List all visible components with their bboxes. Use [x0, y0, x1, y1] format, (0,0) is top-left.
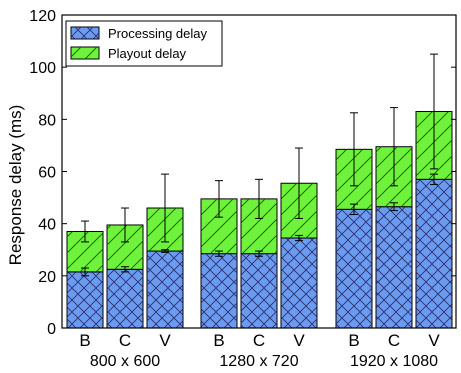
y-axis-title: Response delay (ms): [6, 105, 25, 266]
error-bar-1-2: [161, 173, 169, 243]
legend-label-1: Playout delay: [108, 46, 187, 61]
error-bar-1-1: [121, 207, 129, 243]
error-bar-0-2: [161, 249, 169, 253]
y-tick-label-20: 20: [38, 269, 56, 286]
error-bar-0-4: [255, 250, 263, 257]
bar-pattern-0-3: [201, 253, 237, 328]
category-label-1: C: [119, 331, 131, 350]
y-tick-label-80: 80: [38, 112, 56, 129]
error-bar-0-8: [430, 173, 438, 186]
error-bar-1-3: [215, 180, 223, 218]
category-label-2: V: [159, 331, 171, 350]
y-tick-label-120: 120: [29, 8, 56, 25]
bar-pattern-0-8: [416, 179, 452, 328]
error-bar-0-6: [350, 203, 358, 216]
error-bar-0-1: [121, 266, 129, 273]
legend-swatch-pattern-1: [71, 47, 99, 59]
group-label-0: 800 x 600: [90, 353, 160, 370]
error-bar-0-7: [390, 202, 398, 212]
y-tick-label-0: 0: [47, 321, 56, 338]
y-tick-label-100: 100: [29, 60, 56, 77]
error-bar-0-5: [295, 234, 303, 242]
bar-pattern-0-4: [241, 253, 277, 328]
bar-pattern-0-6: [336, 209, 372, 328]
error-bar-1-5: [295, 147, 303, 219]
error-bar-0-0: [81, 267, 89, 277]
category-label-0: B: [79, 331, 90, 350]
category-label-8: V: [428, 331, 440, 350]
category-label-7: C: [388, 331, 400, 350]
bar-pattern-0-2: [147, 251, 183, 328]
error-bar-0-3: [215, 250, 223, 257]
bar-pattern-0-7: [376, 206, 412, 328]
category-label-6: B: [348, 331, 359, 350]
error-bar-1-6: [350, 112, 358, 187]
category-label-4: C: [253, 331, 265, 350]
category-label-3: B: [213, 331, 224, 350]
error-bar-1-7: [390, 107, 398, 187]
category-label-5: V: [293, 331, 305, 350]
bar-pattern-0-5: [281, 238, 317, 328]
legend-swatch-pattern-0: [71, 27, 99, 39]
error-bar-1-0: [81, 220, 89, 243]
group-label-1: 1280 x 720: [219, 353, 298, 370]
legend: Processing delay Playout delay: [65, 20, 223, 67]
group-label-2: 1920 x 1080: [350, 353, 438, 370]
error-bar-1-4: [255, 178, 263, 219]
legend-label-0: Processing delay: [108, 26, 207, 41]
bar-pattern-0-1: [107, 269, 143, 328]
y-tick-label-60: 60: [38, 165, 56, 182]
y-tick-label-40: 40: [38, 217, 56, 234]
bar-pattern-0-0: [67, 271, 103, 328]
error-bar-1-8: [430, 53, 438, 170]
